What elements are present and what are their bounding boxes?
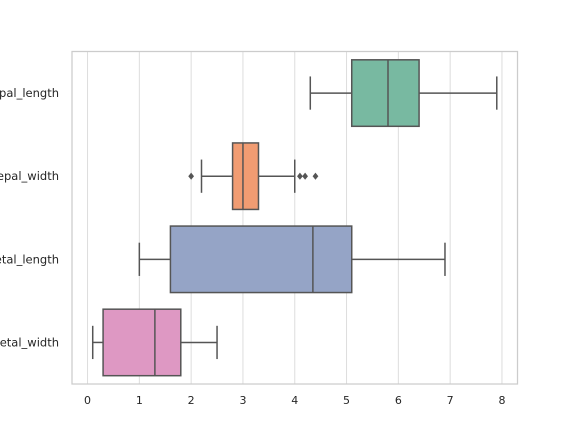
- iqr-box: [102, 308, 182, 377]
- y-category-label: sepal_width: [0, 169, 59, 183]
- iqr-box: [350, 59, 420, 128]
- outlier-point: [297, 172, 303, 180]
- outlier-point: [302, 172, 308, 180]
- outlier-point: [188, 172, 195, 180]
- x-axis-ticks: 0 1 2 3 4 5 6 7 8: [84, 394, 505, 407]
- y-category-label: sepal_length: [0, 86, 59, 100]
- y-category-label: petal_width: [0, 335, 59, 349]
- y-category-label: petal_length: [0, 252, 59, 266]
- x-tick-label: 0: [84, 394, 91, 407]
- box-petal_length: [138, 225, 446, 294]
- x-tick-label: 4: [291, 394, 298, 407]
- x-tick-label: 1: [136, 394, 143, 407]
- boxes: [91, 59, 498, 377]
- x-tick-label: 7: [447, 394, 454, 407]
- x-tick-label: 8: [498, 394, 505, 407]
- x-tick-label: 3: [239, 394, 246, 407]
- box-sepal_width: [188, 142, 319, 211]
- x-tick-label: 6: [395, 394, 402, 407]
- y-axis-labels: sepal_length sepal_width petal_lengthpetal…: [0, 86, 59, 349]
- iqr-box: [231, 142, 260, 211]
- outlier-point: [312, 172, 319, 180]
- plot-frame: [71, 50, 519, 385]
- x-tick-label: 5: [343, 394, 350, 407]
- iqr-box: [169, 225, 353, 294]
- x-tick-label: 2: [188, 394, 195, 407]
- box-sepal_length: [309, 59, 498, 128]
- box-petal_width: [91, 308, 218, 377]
